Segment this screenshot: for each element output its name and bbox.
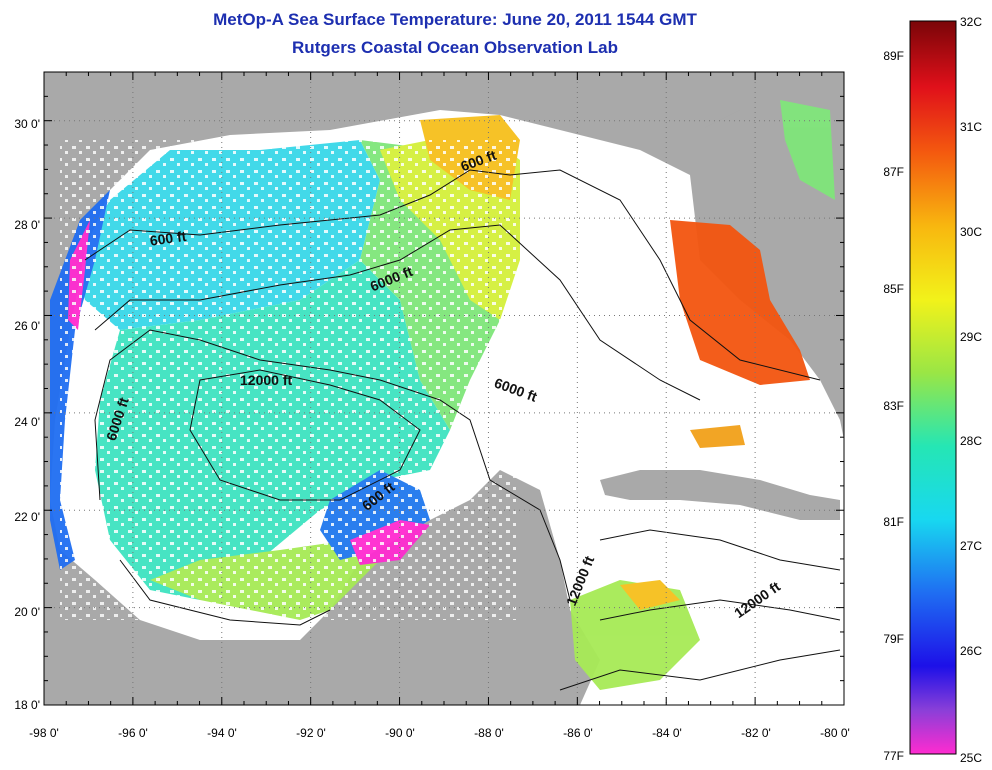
fahrenheit-label: 79F [883,632,904,646]
contour-label: 12000 ft [240,372,292,388]
celsius-label: 27C [960,539,982,553]
lon-tick-label: -80 0' [820,726,850,740]
contour-label: 600 ft [149,228,188,249]
lon-tick-label: -88 0' [474,726,504,740]
lon-tick-label: -92 0' [296,726,326,740]
lat-tick-label: 20 0' [14,605,40,619]
lat-tick-label: 24 0' [14,415,40,429]
axis-ticks [43,71,845,706]
celsius-label: 26C [960,644,982,658]
latitude-axis: 18 0' 20 0' 22 0' 24 0' 26 0' 28 0' 30 0… [14,117,40,712]
fahrenheit-label: 83F [883,399,904,413]
fahrenheit-label: 87F [883,165,904,179]
lon-tick-label: -84 0' [652,726,682,740]
celsius-label: 32C [960,15,982,29]
fahrenheit-label: 81F [883,515,904,529]
lat-tick-label: 28 0' [14,218,40,232]
fahrenheit-label: 77F [883,749,904,763]
lat-tick-label: 22 0' [14,510,40,524]
celsius-label: 31C [960,120,982,134]
lat-tick-label: 30 0' [14,117,40,131]
lon-tick-label: -90 0' [385,726,415,740]
fahrenheit-label: 89F [883,49,904,63]
lon-tick-label: -86 0' [563,726,593,740]
lat-tick-label: 18 0' [14,698,40,712]
cuba-land [600,470,840,520]
lon-tick-label: -98 0' [29,726,59,740]
celsius-label: 30C [960,225,982,239]
celsius-label: 29C [960,330,982,344]
map-title: MetOp-A Sea Surface Temperature: June 20… [213,10,697,29]
longitude-axis: -98 0' -96 0' -94 0' -92 0' -90 0' -88 0… [29,726,850,740]
celsius-label: 25C [960,751,982,765]
colorbar-gradient [909,20,957,755]
fahrenheit-label: 85F [883,282,904,296]
map-grid [44,72,844,705]
colorbar-celsius-labels: 32C 31C 30C 29C 28C 27C 26C 25C [960,15,982,765]
lon-tick-label: -94 0' [207,726,237,740]
lon-tick-label: -82 0' [741,726,771,740]
colorbar-fahrenheit-labels: 89F 87F 85F 83F 81F 79F 77F [883,49,904,763]
lon-tick-label: -96 0' [118,726,148,740]
lat-tick-label: 26 0' [14,319,40,333]
celsius-label: 28C [960,434,982,448]
depth-contours [84,169,841,691]
map-area [44,72,844,705]
temperature-colorbar: 32C 31C 30C 29C 28C 27C 26C 25C 89F 87F … [883,15,982,765]
map-subtitle: Rutgers Coastal Ocean Observation Lab [292,38,618,57]
